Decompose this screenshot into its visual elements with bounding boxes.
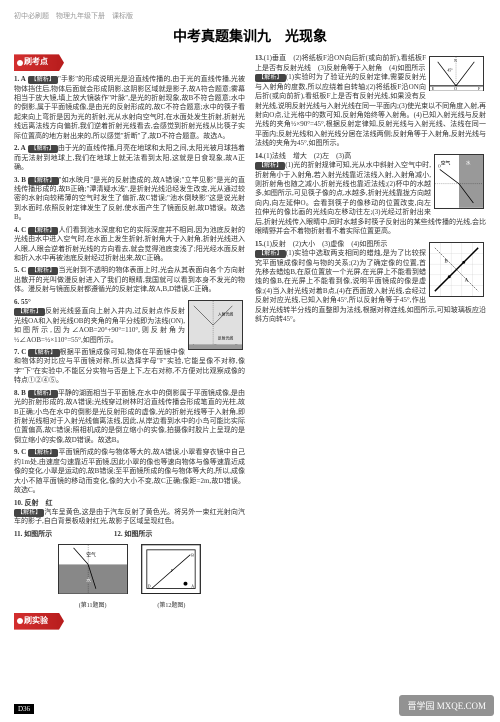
figure-14: 空气 水 O — [434, 154, 484, 209]
svg-text:O: O — [454, 87, 457, 91]
q8: 8. B 【解析】平静的湖面相当于平面镜,在水中的倒影属于平面镜成像,是由光的折… — [14, 389, 245, 446]
q14: 空气水O 14.(1)法线 增大 (2)左 (3)高【解析】(1)光的折射规律可… — [255, 152, 486, 237]
figure-12: D B F A — [141, 544, 201, 594]
page-header: 初中必刷题 物理九年级下册 课标版 — [14, 12, 486, 21]
svg-text:N: N — [454, 59, 457, 63]
section-badge-shiyan: 刷实验 — [14, 613, 64, 630]
svg-text:入射光线: 入射光线 — [218, 311, 234, 316]
watermark: 晋学园 MXQE.COM — [399, 695, 494, 716]
svg-text:O: O — [438, 164, 441, 168]
svg-text:B: B — [192, 554, 195, 558]
svg-text:D: D — [148, 585, 151, 589]
svg-text:B: B — [444, 259, 447, 264]
figure-6: 入射光线反射光线AOB — [188, 300, 243, 350]
q9: 9. C 【解析】平面镜所成的像与物体等大的,故A错误,小翠看穿衣镜中自己约1m… — [14, 448, 245, 495]
q13: 45°OEFN 13.(1)垂直 (2)将纸板F沿ON向后折(或向前折),看纸板… — [255, 54, 486, 148]
q3: 3. B 【解析】"如水映月"是光的反射造成的,故A错误;"立竿见影"是光的直线… — [14, 176, 245, 223]
figure-13: 45°OEFN — [429, 56, 484, 91]
q7: 7. C 【解析】根据平面镜成像可知,物体在平面镜中像和物体的对比应与平面镜对称… — [14, 348, 245, 386]
svg-text:F: F — [171, 569, 173, 573]
svg-text:45°: 45° — [447, 69, 453, 73]
q5: 5. C 【解析】当光射到不透明的物体表面上时,光会从其表面向各个方向射出散开的… — [14, 266, 245, 294]
svg-text:A: A — [465, 278, 469, 283]
q6: 入射光线反射光线AOB 6. 55°【解析】反射光线竖直向上射入井内,过反射点作… — [14, 298, 245, 345]
svg-text:空气: 空气 — [86, 552, 96, 559]
q15: BA 15.(1)反射 (2)大小 (3)虚像 (4)如图所示【解析】(1)实验… — [255, 240, 486, 325]
q10: 10. 反射 红【解析】汽车呈黄色,这是由于汽车反射了黄色光。将另外一束红光射向… — [14, 499, 245, 527]
figure-11: 空气水 — [58, 544, 128, 594]
svg-text:水: 水 — [86, 577, 91, 584]
svg-text:反射光线: 反射光线 — [218, 335, 234, 340]
svg-text:水: 水 — [466, 159, 471, 166]
q11-12: 11. 如图所示 12. 如图所示 空气水 (第11题图) DBFA (第12题… — [14, 530, 245, 610]
main-title: 中考真题集训九 光现象 — [14, 29, 486, 48]
q4: 4. C 【解析】人们看到池水深度和它的实际深度并不相同,因为池底反射的光线由水… — [14, 226, 245, 264]
q2: 2. A 【解析】由于光的直线传播,月亮在地球和太阳之间,太阳光被月球挡着而无法… — [14, 144, 245, 172]
page-number: D36 — [14, 704, 34, 714]
section-badge-kaodian: 刷考点 — [14, 54, 64, 71]
svg-text:F: F — [478, 87, 480, 91]
content-columns: 刷考点 1. A 【解析】"手影"的形成说明光是沿直线传播的,由于光的直线传播,… — [14, 54, 486, 674]
svg-text:A: A — [192, 585, 195, 589]
q1: 1. A 【解析】"手影"的形成说明光是沿直线传播的,由于光的直线传播,光被物体… — [14, 75, 245, 141]
figure-15: BA — [429, 242, 484, 297]
svg-text:空气: 空气 — [441, 159, 451, 166]
